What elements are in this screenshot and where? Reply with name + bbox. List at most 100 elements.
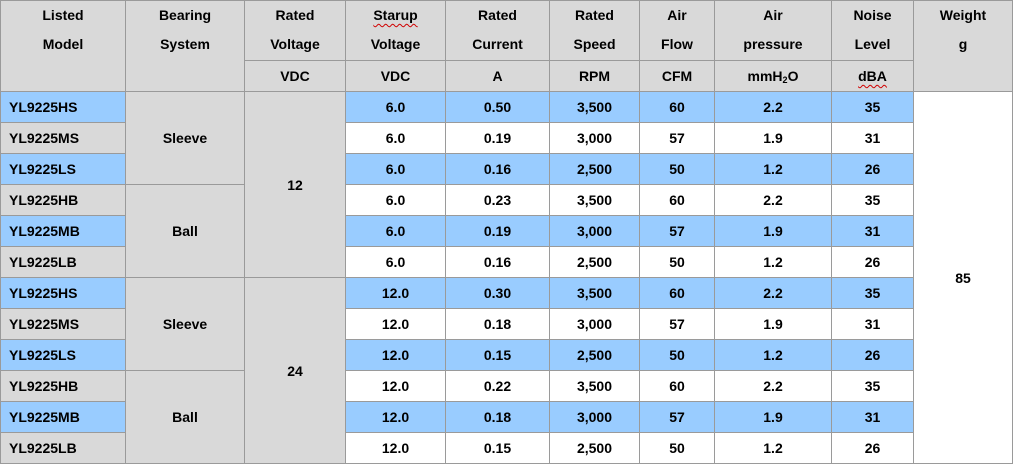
speed-cell: 3,500 — [549, 91, 640, 123]
noise-cell: 31 — [831, 401, 914, 433]
speed-cell: 3,000 — [549, 122, 640, 154]
current-cell: 0.16 — [445, 153, 550, 185]
startup-cell: 6.0 — [345, 153, 446, 185]
pressure-cell: 1.9 — [714, 308, 832, 340]
header-rated-voltage: Rated Voltage — [244, 0, 346, 61]
current-cell: 0.18 — [445, 308, 550, 340]
current-cell: 0.30 — [445, 277, 550, 309]
noise-cell: 26 — [831, 432, 914, 464]
unit-air-pressure: mmH2O — [714, 60, 832, 92]
pressure-cell: 1.9 — [714, 122, 832, 154]
flow-cell: 57 — [639, 401, 715, 433]
table-row: YL9225HS Sleeve 12 6.0 0.50 3,500 60 2.2 35 85 — [0, 91, 1013, 464]
table-row: YL9225LS 6.0 0.16 2,500 50 1.2 26 — [0, 153, 1013, 185]
speed-cell: 3,000 — [549, 401, 640, 433]
model-cell: YL9225HS — [0, 277, 126, 309]
noise-cell: 35 — [831, 91, 914, 123]
header-noise-level: Noise Level — [831, 0, 914, 61]
startup-cell: 12.0 — [345, 401, 446, 433]
noise-cell: 26 — [831, 339, 914, 371]
bearing-system-cell: Ball — [125, 184, 245, 278]
flow-cell: 50 — [639, 432, 715, 464]
model-cell: YL9225LB — [0, 432, 126, 464]
pressure-cell: 1.9 — [714, 215, 832, 247]
header-rated-current: Rated Current — [445, 0, 550, 61]
flow-cell: 60 — [639, 184, 715, 216]
model-cell: YL9225HB — [0, 184, 126, 216]
model-cell: YL9225MS — [0, 308, 126, 340]
noise-cell: 31 — [831, 308, 914, 340]
header-starup-voltage: Starup Voltage — [345, 0, 446, 61]
current-cell: 0.19 — [445, 215, 550, 247]
table-row: YL9225MS 12.0 0.18 3,000 57 1.9 31 — [0, 308, 1013, 340]
noise-cell: 26 — [831, 246, 914, 278]
model-cell: YL9225MB — [0, 215, 126, 247]
flow-cell: 57 — [639, 308, 715, 340]
startup-cell: 12.0 — [345, 432, 446, 464]
header-bearing-system: Bearing System — [125, 0, 245, 92]
unit-rated-speed: RPM — [549, 60, 640, 92]
table-row: YL9225LB 12.0 0.15 2,500 50 1.2 26 — [0, 432, 1013, 464]
startup-cell: 12.0 — [345, 308, 446, 340]
speed-cell: 3,000 — [549, 308, 640, 340]
noise-cell: 35 — [831, 370, 914, 402]
header-weight: Weight g — [913, 0, 1013, 92]
unit-rated-current: A — [445, 60, 550, 92]
noise-cell: 31 — [831, 122, 914, 154]
header-air-flow: Air Flow — [639, 0, 715, 61]
table-row: YL9225HB Ball 6.0 0.23 3,500 60 2.2 35 — [0, 184, 1013, 278]
current-cell: 0.15 — [445, 339, 550, 371]
pressure-cell: 2.2 — [714, 370, 832, 402]
current-cell: 0.15 — [445, 432, 550, 464]
flow-cell: 57 — [639, 122, 715, 154]
model-cell: YL9225MS — [0, 122, 126, 154]
noise-cell: 35 — [831, 277, 914, 309]
flow-cell: 60 — [639, 91, 715, 123]
current-cell: 0.22 — [445, 370, 550, 402]
model-cell: YL9225HS — [0, 91, 126, 123]
table-row: YL9225HS Sleeve 24 12.0 0.30 3,500 60 2.2 35 — [0, 277, 1013, 464]
bearing-system-cell: Sleeve — [125, 91, 245, 185]
current-cell: 0.16 — [445, 246, 550, 278]
table-header: Listed Model Bearing System Rated Voltage S… — [0, 0, 1013, 92]
pressure-cell: 1.2 — [714, 432, 832, 464]
noise-cell: 26 — [831, 153, 914, 185]
unit-rated-voltage: VDC — [244, 60, 346, 92]
header-air-pressure: Air pressure — [714, 0, 832, 61]
table-row: YL9225HB Ball 12.0 0.22 3,500 60 2.2 35 — [0, 370, 1013, 464]
current-cell: 0.23 — [445, 184, 550, 216]
speed-cell: 3,000 — [549, 215, 640, 247]
flow-cell: 50 — [639, 339, 715, 371]
speed-cell: 2,500 — [549, 432, 640, 464]
flow-cell: 50 — [639, 246, 715, 278]
flow-cell: 50 — [639, 153, 715, 185]
pressure-cell: 1.2 — [714, 339, 832, 371]
current-cell: 0.50 — [445, 91, 550, 123]
noise-cell: 35 — [831, 184, 914, 216]
model-cell: YL9225LS — [0, 339, 126, 371]
startup-cell: 6.0 — [345, 184, 446, 216]
startup-cell: 6.0 — [345, 215, 446, 247]
current-cell: 0.19 — [445, 122, 550, 154]
speed-cell: 3,500 — [549, 370, 640, 402]
model-cell: YL9225HB — [0, 370, 126, 402]
bearing-system-cell: Sleeve — [125, 277, 245, 371]
header-listed-model: Listed Model — [0, 0, 126, 92]
pressure-cell: 2.2 — [714, 184, 832, 216]
table-body: YL9225HS Sleeve 12 6.0 0.50 3,500 60 2.2 35 85 YL9… — [0, 91, 1013, 464]
rated-voltage-cell: 12 — [244, 91, 346, 278]
pressure-cell: 1.2 — [714, 246, 832, 278]
startup-cell: 12.0 — [345, 339, 446, 371]
speed-cell: 3,500 — [549, 277, 640, 309]
rated-voltage-cell: 24 — [244, 277, 346, 464]
startup-cell: 12.0 — [345, 370, 446, 402]
unit-air-flow: CFM — [639, 60, 715, 92]
current-cell: 0.18 — [445, 401, 550, 433]
pressure-cell: 1.9 — [714, 401, 832, 433]
model-cell: YL9225MB — [0, 401, 126, 433]
speed-cell: 2,500 — [549, 153, 640, 185]
table-row: YL9225MS 6.0 0.19 3,000 57 1.9 31 — [0, 122, 1013, 154]
startup-cell: 6.0 — [345, 246, 446, 278]
pressure-cell: 1.2 — [714, 153, 832, 185]
